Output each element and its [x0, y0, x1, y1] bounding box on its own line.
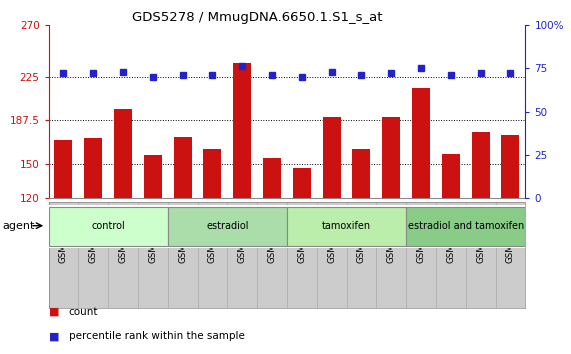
Text: control: control — [91, 221, 125, 231]
Text: GSM362928: GSM362928 — [268, 210, 276, 263]
Text: estradiol: estradiol — [206, 221, 248, 231]
Text: GSM362933: GSM362933 — [416, 210, 425, 263]
Bar — [114, 109, 132, 198]
Text: GSM362926: GSM362926 — [208, 210, 217, 263]
Bar — [144, 155, 162, 198]
Bar — [234, 63, 251, 198]
Bar — [203, 149, 222, 198]
Text: GSM362935: GSM362935 — [476, 210, 485, 263]
Bar — [442, 154, 460, 198]
Text: count: count — [69, 307, 98, 316]
Text: agent: agent — [3, 221, 35, 231]
Text: GSM362921: GSM362921 — [59, 210, 68, 263]
Bar — [501, 135, 520, 198]
Bar — [293, 168, 311, 198]
Text: GSM362923: GSM362923 — [119, 210, 127, 263]
Text: GSM362931: GSM362931 — [357, 210, 366, 263]
Bar — [352, 149, 371, 198]
FancyBboxPatch shape — [287, 207, 406, 246]
FancyBboxPatch shape — [406, 207, 525, 246]
Text: tamoxifen: tamoxifen — [322, 221, 371, 231]
Bar — [472, 132, 489, 198]
Text: GSM362930: GSM362930 — [327, 210, 336, 263]
Bar — [263, 158, 281, 198]
Text: estradiol and tamoxifen: estradiol and tamoxifen — [408, 221, 524, 231]
Text: percentile rank within the sample: percentile rank within the sample — [69, 331, 244, 341]
FancyBboxPatch shape — [168, 207, 287, 246]
Bar — [85, 138, 102, 198]
Bar — [174, 137, 191, 198]
Text: GSM362922: GSM362922 — [89, 210, 98, 263]
Text: GSM362932: GSM362932 — [387, 210, 396, 263]
Bar — [412, 88, 430, 198]
Bar — [382, 117, 400, 198]
Text: GSM362929: GSM362929 — [297, 210, 306, 263]
Text: GSM362924: GSM362924 — [148, 210, 158, 263]
Text: GSM362925: GSM362925 — [178, 210, 187, 263]
Text: GSM362936: GSM362936 — [506, 210, 515, 263]
FancyBboxPatch shape — [49, 207, 168, 246]
Bar — [54, 141, 73, 198]
Text: ■: ■ — [49, 307, 59, 316]
Text: GSM362934: GSM362934 — [447, 210, 455, 263]
Text: GDS5278 / MmugDNA.6650.1.S1_s_at: GDS5278 / MmugDNA.6650.1.S1_s_at — [132, 11, 382, 24]
Bar — [323, 117, 340, 198]
Text: GSM362927: GSM362927 — [238, 210, 247, 263]
Text: ■: ■ — [49, 331, 59, 341]
